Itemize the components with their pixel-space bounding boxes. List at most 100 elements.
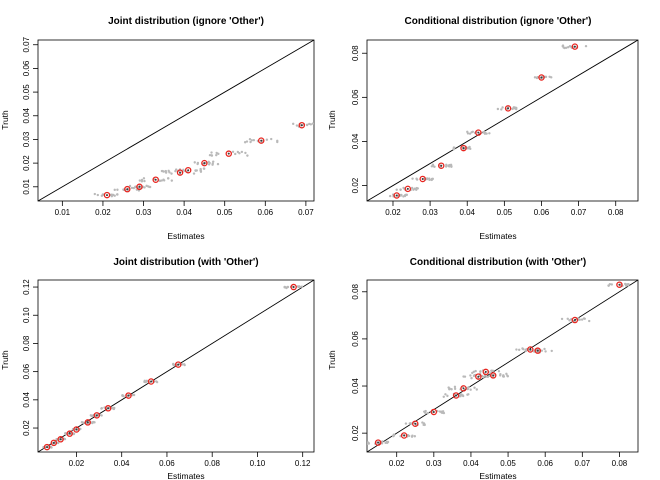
sample-point [499, 373, 502, 376]
sample-point [448, 387, 451, 390]
sample-point [469, 374, 472, 377]
sample-point [424, 410, 427, 414]
data-point-center [421, 177, 424, 180]
panel-joint-with-other: Joint distribution (with 'Other') Estima… [0, 257, 315, 480]
chart-title: Conditional distribution (with 'Other') [410, 257, 586, 268]
sample-point [91, 420, 95, 424]
sample-point [252, 138, 256, 142]
sample-point [568, 319, 571, 322]
data-point [475, 373, 482, 380]
sample-point [490, 369, 493, 372]
sample-point [96, 193, 100, 197]
sample-point [482, 375, 485, 379]
sample-point [183, 363, 186, 366]
sample-point [425, 177, 429, 181]
data-point-center [95, 414, 98, 417]
chart-title: Joint distribution (with 'Other') [113, 257, 258, 268]
x-tick-label: 0.06 [537, 459, 553, 468]
sample-point [231, 150, 235, 154]
sample-point [145, 184, 148, 188]
data-point [571, 43, 579, 50]
data-point-center [300, 124, 303, 127]
data-point-center [86, 421, 89, 424]
sample-point [79, 427, 82, 431]
sample-point [459, 393, 462, 396]
reference-line [367, 40, 638, 201]
sample-point [265, 138, 269, 141]
sample-point [500, 108, 503, 111]
data-point [73, 426, 80, 433]
data-point [374, 439, 382, 446]
sample-point [116, 193, 119, 196]
data-point-center [540, 76, 543, 79]
sample-point [473, 386, 476, 389]
sample-point [298, 285, 301, 288]
sample-point [130, 186, 134, 190]
sample-point [134, 185, 137, 189]
sample-point [192, 172, 196, 175]
sample-point [413, 435, 417, 438]
y-axis-label: Truth [0, 350, 10, 370]
data-point-center [179, 171, 182, 174]
data-point [103, 191, 111, 199]
y-tick-label: 0.10 [22, 307, 31, 323]
sample-point [566, 317, 569, 320]
sample-point [623, 282, 627, 286]
x-tick-label: 0.08 [204, 459, 220, 468]
y-tick-label: 0.04 [22, 392, 31, 408]
sample-point [497, 370, 501, 373]
sample-point [561, 44, 565, 47]
sample-point [100, 407, 104, 410]
sample-point [517, 348, 521, 352]
sample-point [502, 375, 505, 378]
sample-point [588, 319, 591, 323]
sample-point [56, 441, 60, 445]
sample-point [386, 440, 390, 444]
sample-point [580, 318, 584, 321]
sample-point [210, 154, 214, 157]
sample-point [55, 438, 58, 441]
sample-point [408, 422, 412, 425]
data-point-center [536, 349, 539, 352]
sample-point [395, 188, 398, 191]
sample-point [249, 140, 252, 144]
sample-point [234, 152, 237, 156]
sample-point [496, 107, 500, 111]
sample-point [410, 186, 414, 190]
data-point-center [127, 394, 130, 397]
data-point [437, 162, 445, 169]
sample-point [450, 165, 453, 168]
sample-point [199, 168, 202, 172]
x-tick-label: 0.04 [463, 459, 479, 468]
sample-point [392, 433, 396, 436]
sample-point [626, 283, 629, 286]
data-point-center [462, 147, 465, 150]
sample-point [411, 434, 414, 437]
x-tick-label: 0.04 [176, 208, 192, 217]
data-point [460, 144, 467, 152]
data-point-center [484, 370, 487, 373]
sample-point [562, 46, 565, 49]
sample-point [128, 184, 132, 188]
sample-point [63, 437, 67, 441]
plot-frame [37, 39, 315, 202]
data-point-center [529, 348, 532, 351]
data-point [43, 443, 51, 451]
sample-point [446, 394, 449, 398]
sample-point [442, 411, 446, 415]
y-tick-label: 0.02 [351, 177, 360, 193]
sample-point [143, 186, 146, 189]
y-axis-label: Truth [327, 350, 337, 370]
sample-point [452, 147, 456, 151]
data-point-center [573, 319, 576, 322]
data-point-center [150, 380, 153, 383]
data-point-center [203, 162, 206, 165]
sample-point [448, 165, 451, 168]
sample-point [428, 178, 431, 182]
sample-point [415, 178, 419, 181]
sample-point [246, 154, 249, 157]
sample-point [116, 188, 119, 191]
sample-point [607, 284, 610, 287]
y-tick-label: 0.12 [22, 279, 31, 295]
